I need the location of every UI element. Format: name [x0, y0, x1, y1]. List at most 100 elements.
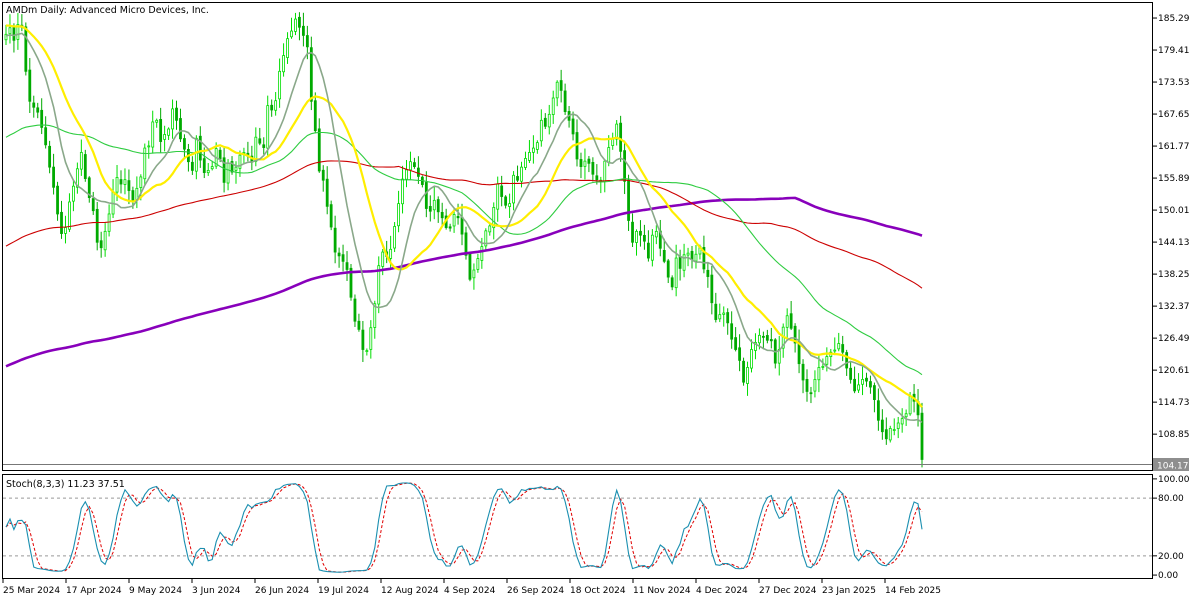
candle-body	[900, 418, 904, 425]
candle-body	[896, 422, 900, 429]
ma-purple-line	[5, 196, 923, 368]
price-tick-label: 108.85	[1158, 430, 1190, 440]
candle-body	[416, 167, 420, 177]
candle-body	[615, 123, 619, 140]
candle-body	[413, 162, 416, 167]
candle-body	[194, 137, 198, 172]
candle-body	[857, 384, 860, 391]
candle-body	[718, 314, 722, 320]
stochastic-tick-label: 20.00	[1158, 552, 1184, 562]
candle-body	[123, 179, 127, 185]
candle-body	[424, 182, 428, 209]
stochastic-axis: 100.00 80.00 20.00 0.00	[1152, 475, 1190, 581]
candle-body	[16, 24, 20, 40]
price-tick-label: 179.41	[1158, 46, 1190, 56]
time-tick-label: 26 Sep 2024	[507, 586, 564, 596]
stochastic-tick-label: 80.00	[1158, 494, 1184, 504]
candle-body	[587, 158, 591, 164]
candle-body	[40, 109, 44, 128]
candle-body	[127, 180, 131, 191]
time-tick-label: 14 Feb 2025	[885, 586, 941, 596]
candle-body	[290, 30, 293, 38]
candle-body	[278, 70, 282, 100]
price-tick-label: 120.61	[1158, 366, 1190, 376]
candle-body	[789, 313, 793, 329]
price-tick-label: 173.53	[1158, 78, 1190, 88]
candle-body	[206, 170, 210, 174]
price-tick-label: 144.13	[1158, 238, 1190, 248]
stochastic-tick-label: 100.00	[1158, 475, 1190, 485]
candle-body	[405, 169, 408, 180]
ma-gray-line	[5, 32, 923, 424]
candle-body	[159, 119, 163, 142]
candle-body	[202, 158, 206, 173]
candle-body	[313, 100, 317, 132]
candle-body	[357, 320, 361, 330]
candle-body	[801, 363, 805, 381]
time-tick-label: 9 May 2024	[129, 586, 182, 596]
candle-body	[64, 227, 67, 234]
candle-body	[746, 367, 749, 384]
candle-body	[690, 250, 694, 261]
candle-body	[726, 312, 730, 324]
candle-body	[12, 26, 16, 41]
candle-body	[547, 113, 551, 128]
time-tick-label: 17 Apr 2024	[66, 586, 122, 596]
candle-body	[865, 377, 868, 382]
candle-body	[833, 349, 837, 352]
price-tick-label: 161.77	[1158, 142, 1190, 152]
candle-body	[714, 303, 718, 320]
price-axis: 185.29 179.41 173.53 167.65 161.77 155.89 150.…	[1152, 14, 1190, 440]
candle-body	[516, 176, 519, 181]
candle-body	[222, 157, 226, 183]
candle-body	[95, 208, 99, 243]
candle-body	[468, 253, 472, 280]
candle-body	[52, 166, 55, 188]
candle-body	[163, 134, 167, 140]
candle-body	[742, 360, 745, 383]
candle-body	[484, 230, 488, 247]
candle-body	[817, 367, 821, 381]
candle-body	[389, 248, 393, 259]
candle-body	[785, 315, 789, 328]
candle-body	[409, 161, 412, 171]
candle-body	[155, 119, 159, 123]
candle-body	[654, 230, 658, 238]
candle-body	[99, 240, 103, 249]
time-tick-label: 4 Dec 2024	[696, 586, 748, 596]
candle-body	[603, 160, 607, 183]
candle-body	[107, 213, 111, 232]
candle-body	[175, 107, 178, 121]
candle-body	[448, 226, 452, 229]
candle-body	[373, 303, 377, 328]
candle-body	[706, 269, 710, 277]
candle-body	[861, 379, 864, 385]
candle-body	[750, 349, 753, 369]
price-tick-label: 126.49	[1158, 334, 1190, 344]
last-price-tag	[1153, 458, 1189, 471]
candle-body	[258, 138, 262, 144]
time-tick-label: 11 Nov 2024	[633, 586, 691, 596]
candle-body	[397, 203, 400, 227]
price-tick-label: 167.65	[1158, 110, 1190, 120]
candle-body	[24, 26, 28, 72]
last-price-label: 104.17	[1157, 462, 1189, 472]
candle-body	[627, 179, 630, 221]
candle-body	[305, 35, 309, 48]
candle-body	[198, 135, 202, 161]
candle-body	[131, 190, 135, 201]
candle-body	[754, 342, 757, 351]
candle-body	[238, 154, 242, 169]
time-tick-label: 3 Jun 2024	[192, 586, 241, 596]
candle-body	[539, 119, 543, 142]
candle-body	[139, 176, 143, 188]
candle-body	[381, 251, 385, 267]
candle-body	[266, 105, 270, 149]
candle-body	[341, 254, 345, 262]
candle-body	[543, 117, 547, 127]
candle-body	[551, 97, 555, 115]
time-tick-label: 4 Sep 2024	[444, 586, 496, 596]
price-plot	[4, 12, 924, 468]
candle-body	[432, 199, 436, 211]
candle-body	[635, 230, 638, 243]
